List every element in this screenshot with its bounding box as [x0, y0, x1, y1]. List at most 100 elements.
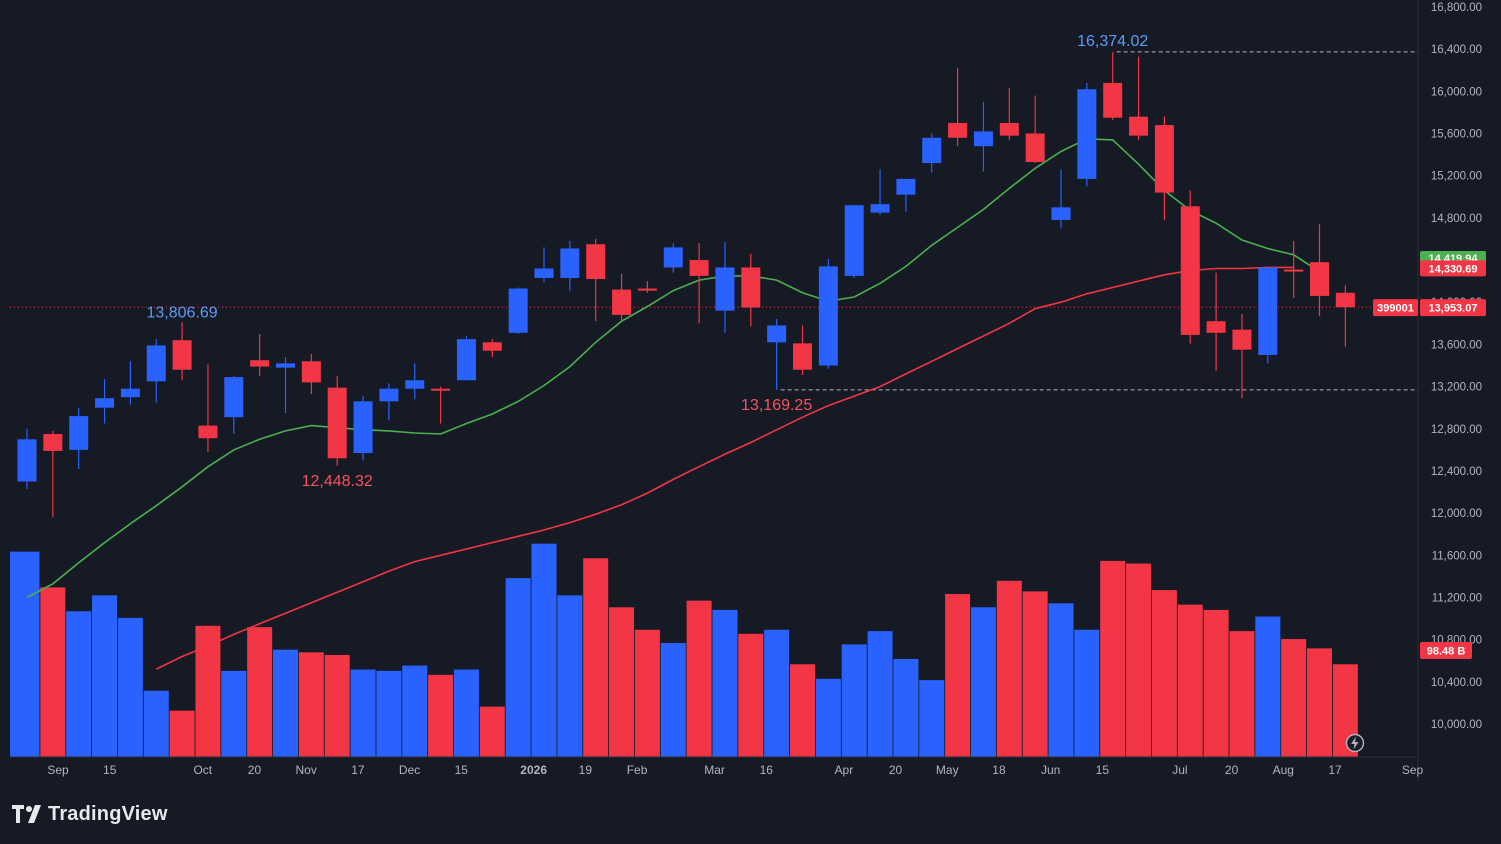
- candle[interactable]: [922, 133, 942, 173]
- volume-bar: [1177, 604, 1203, 757]
- candle-body: [431, 388, 451, 391]
- candle[interactable]: [353, 396, 373, 461]
- candle[interactable]: [301, 353, 321, 394]
- time-tick-label: Jun: [1041, 763, 1060, 777]
- price-tick-label: 10,000.00: [1431, 719, 1482, 731]
- time-tick-label: 15: [455, 763, 469, 777]
- time-tick-label: Feb: [627, 763, 648, 777]
- price-tick-label: 15,200.00: [1431, 171, 1482, 183]
- candle[interactable]: [69, 407, 89, 469]
- candle[interactable]: [999, 88, 1019, 140]
- price-tick-label: 16,400.00: [1431, 44, 1482, 56]
- candle[interactable]: [793, 325, 812, 375]
- last-price-tag-box: [1420, 299, 1486, 317]
- time-tick-label: 17: [351, 763, 365, 777]
- candle-body: [741, 267, 761, 308]
- candle[interactable]: [534, 247, 554, 283]
- volume-bar: [1151, 590, 1177, 757]
- candle[interactable]: [896, 178, 916, 212]
- candle[interactable]: [17, 428, 37, 489]
- candle[interactable]: [637, 281, 657, 293]
- time-tick-label: Sep: [1402, 763, 1424, 777]
- candle[interactable]: [1258, 267, 1278, 364]
- candle[interactable]: [1051, 169, 1071, 229]
- price-tick-label: 14,800.00: [1431, 213, 1482, 225]
- candle[interactable]: [456, 335, 476, 381]
- tradingview-brand[interactable]: TradingView: [12, 799, 168, 829]
- candle[interactable]: [973, 101, 993, 172]
- slow-moving-average: [155, 266, 1294, 670]
- lightning-icon[interactable]: [1345, 733, 1365, 753]
- volume-bar: [609, 607, 635, 757]
- candle[interactable]: [1232, 313, 1252, 399]
- time-tick-label: Aug: [1273, 763, 1294, 777]
- high-annotation: 16,374.02: [1077, 33, 1148, 50]
- candle[interactable]: [1077, 82, 1097, 187]
- candle[interactable]: [1310, 224, 1329, 316]
- candle-body: [301, 361, 321, 383]
- brand-name: TradingView: [48, 802, 168, 825]
- candle[interactable]: [560, 241, 580, 291]
- candle[interactable]: [250, 333, 270, 377]
- candle[interactable]: [508, 287, 528, 334]
- volume-bar: [324, 654, 350, 757]
- candle[interactable]: [431, 386, 451, 424]
- candle[interactable]: [1129, 56, 1149, 140]
- volume-bar: [919, 680, 945, 757]
- volume-bar: [1022, 591, 1048, 757]
- candle[interactable]: [1154, 116, 1174, 220]
- candle[interactable]: [1025, 95, 1045, 164]
- candle[interactable]: [95, 379, 115, 424]
- time-tick-label: Sep: [47, 763, 69, 777]
- candle-body: [456, 339, 476, 381]
- volume-bar: [221, 670, 247, 757]
- symbol-code-tag-box: [1373, 299, 1418, 317]
- candle[interactable]: [120, 361, 140, 405]
- candle[interactable]: [482, 339, 502, 358]
- price-tick-label: 11,200.00: [1432, 592, 1482, 604]
- candle-body: [1103, 82, 1123, 118]
- volume-bar: [738, 633, 764, 757]
- time-tick-label: 15: [103, 763, 117, 777]
- candle[interactable]: [767, 319, 787, 390]
- candle[interactable]: [405, 363, 425, 400]
- candle[interactable]: [715, 242, 735, 333]
- candle-body: [1154, 125, 1174, 193]
- candle[interactable]: [198, 364, 218, 452]
- candle[interactable]: [689, 243, 709, 324]
- candle[interactable]: [948, 68, 968, 147]
- candle[interactable]: [43, 430, 63, 518]
- volume-bar: [169, 710, 195, 757]
- volume-bar: [143, 690, 169, 757]
- candle[interactable]: [586, 238, 606, 322]
- candle[interactable]: [741, 253, 761, 327]
- candle[interactable]: [844, 205, 864, 278]
- candle[interactable]: [612, 273, 632, 321]
- candle[interactable]: [1103, 52, 1123, 120]
- candle[interactable]: [379, 383, 399, 421]
- candle-body: [224, 377, 244, 418]
- candle-body: [120, 388, 140, 398]
- candle[interactable]: [818, 259, 838, 369]
- time-tick-label: Dec: [399, 763, 420, 777]
- candle[interactable]: [146, 339, 166, 403]
- volume-bars: [10, 543, 1358, 757]
- volume-bar: [970, 607, 996, 757]
- candle[interactable]: [663, 243, 683, 273]
- candle[interactable]: [870, 169, 890, 215]
- time-tick-label: 20: [248, 763, 262, 777]
- candle[interactable]: [1180, 190, 1200, 344]
- candle-body: [1310, 262, 1329, 296]
- candle-body: [95, 398, 115, 408]
- candle[interactable]: [224, 376, 244, 435]
- candle[interactable]: [327, 376, 347, 466]
- candle[interactable]: [1206, 272, 1226, 371]
- volume-bar: [790, 664, 815, 757]
- candle[interactable]: [1284, 241, 1304, 299]
- candle[interactable]: [276, 357, 295, 413]
- candle[interactable]: [1335, 285, 1355, 347]
- candle[interactable]: [172, 322, 192, 381]
- candle-body: [870, 204, 890, 213]
